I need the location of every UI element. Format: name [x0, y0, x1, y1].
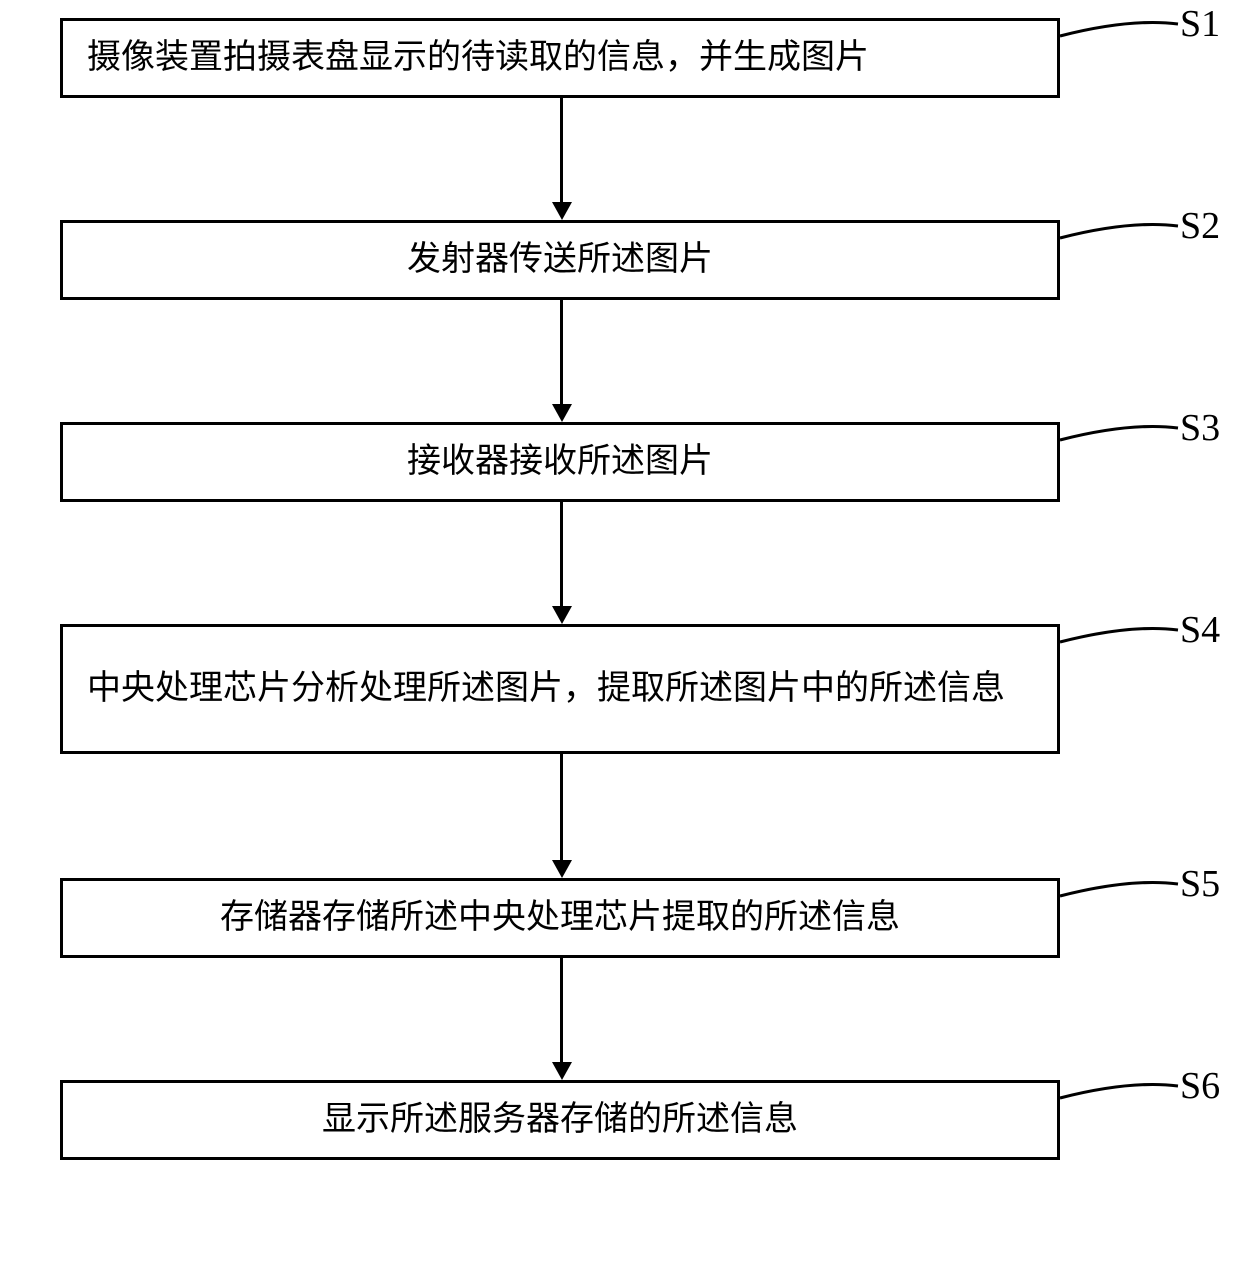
step-box-s4: 中央处理芯片分析处理所述图片，提取所述图片中的所述信息	[60, 624, 1060, 754]
flowchart-canvas: 摄像装置拍摄表盘显示的待读取的信息，并生成图片发射器传送所述图片接收器接收所述图…	[0, 0, 1240, 1267]
connector-s3	[1060, 427, 1178, 441]
arrow-line	[560, 502, 563, 606]
step-box-s1: 摄像装置拍摄表盘显示的待读取的信息，并生成图片	[60, 18, 1060, 98]
arrow-line	[560, 754, 563, 860]
step-text: 显示所述服务器存储的所述信息	[322, 1095, 798, 1144]
arrow-head-icon	[552, 202, 572, 220]
step-label-s4: S4	[1180, 608, 1220, 652]
arrow-head-icon	[552, 1062, 572, 1080]
arrow-head-icon	[552, 606, 572, 624]
step-label-s1: S1	[1180, 2, 1220, 46]
connector-s6	[1060, 1085, 1178, 1099]
step-text: 中央处理芯片分析处理所述图片，提取所述图片中的所述信息	[87, 664, 1005, 713]
step-box-s6: 显示所述服务器存储的所述信息	[60, 1080, 1060, 1160]
step-box-s2: 发射器传送所述图片	[60, 220, 1060, 300]
step-text: 发射器传送所述图片	[407, 235, 713, 284]
connector-s4	[1060, 629, 1178, 643]
step-label-s3: S3	[1180, 406, 1220, 450]
step-text: 接收器接收所述图片	[407, 437, 713, 486]
step-text: 摄像装置拍摄表盘显示的待读取的信息，并生成图片	[87, 33, 869, 82]
connector-s2	[1060, 225, 1178, 239]
connector-s5	[1060, 883, 1178, 897]
step-box-s5: 存储器存储所述中央处理芯片提取的所述信息	[60, 878, 1060, 958]
arrow-line	[560, 98, 563, 202]
connector-s1	[1060, 23, 1178, 37]
arrow-head-icon	[552, 860, 572, 878]
arrow-line	[560, 300, 563, 404]
step-box-s3: 接收器接收所述图片	[60, 422, 1060, 502]
step-label-s5: S5	[1180, 862, 1220, 906]
step-text: 存储器存储所述中央处理芯片提取的所述信息	[220, 893, 900, 942]
step-label-s2: S2	[1180, 204, 1220, 248]
arrow-line	[560, 958, 563, 1062]
step-label-s6: S6	[1180, 1064, 1220, 1108]
arrow-head-icon	[552, 404, 572, 422]
